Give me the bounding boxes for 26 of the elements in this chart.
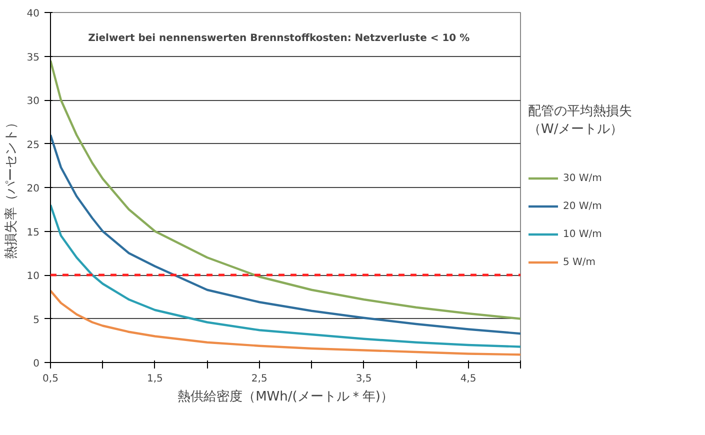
x-tick-label: 2,5 (251, 374, 268, 384)
legend-label: 30 W/m (563, 172, 602, 184)
annotation: Zielwert bei nennenswerten Brennstoffkosten: Netzverluste < 10 % (88, 33, 470, 44)
y-tick-label: 5 (33, 314, 40, 326)
y-tick-label: 25 (26, 140, 40, 151)
x-tick-label: 4,5 (460, 374, 476, 384)
y-tick-label: 0 (33, 358, 40, 370)
y-axis-title: 熱損失率（パーセント） (2, 116, 19, 259)
legend-label: 10 W/m (563, 228, 602, 240)
line-series (50, 204, 520, 348)
legend-title: 配管の平均熱損失（W/メートル） (528, 103, 632, 138)
x-axis-title: 熱供給密度（MWh/(メートル＊年)） (178, 388, 394, 404)
y-tick-label: 10 (26, 271, 40, 282)
y-tick-label: 15 (26, 227, 40, 238)
y-tick-label: 20 (26, 184, 40, 194)
line-series (50, 134, 520, 335)
legend-label: 20 W/m (563, 200, 602, 212)
x-tick-label: 1,5 (146, 374, 163, 384)
y-tick-label: 30 (26, 96, 40, 107)
legend-label: 5 W/m (563, 256, 596, 268)
y-tick-label: 35 (26, 52, 40, 64)
x-tick-label: 3,5 (356, 374, 372, 384)
line-series (50, 60, 520, 320)
x-tick-label: 0,5 (42, 374, 58, 384)
line-series (50, 290, 520, 356)
y-tick-label: 40 (26, 8, 40, 20)
